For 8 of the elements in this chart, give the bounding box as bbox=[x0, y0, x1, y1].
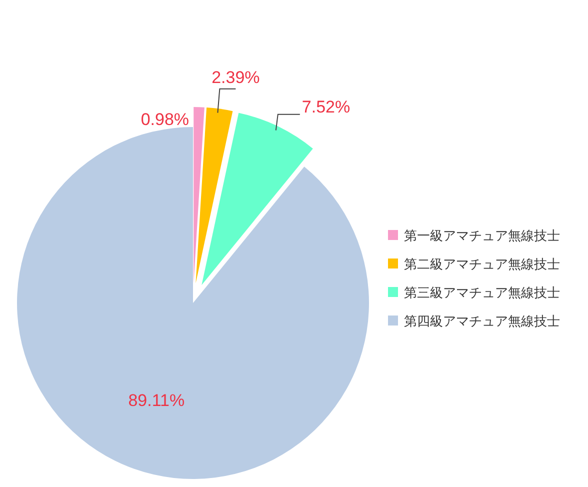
data-label: 2.39% bbox=[212, 68, 260, 87]
legend-label: 第四級アマチュア無線技士 bbox=[404, 314, 560, 330]
legend-label: 第二級アマチュア無線技士 bbox=[404, 258, 560, 272]
data-label: 89.11% bbox=[128, 390, 185, 410]
legend-label: 第一級アマチュア無線技士 bbox=[404, 229, 560, 244]
data-label: 7.52% bbox=[302, 97, 350, 116]
legend-label: 第三級アマチュア無線技士 bbox=[404, 286, 560, 301]
data-label: 0.98% bbox=[140, 110, 190, 130]
